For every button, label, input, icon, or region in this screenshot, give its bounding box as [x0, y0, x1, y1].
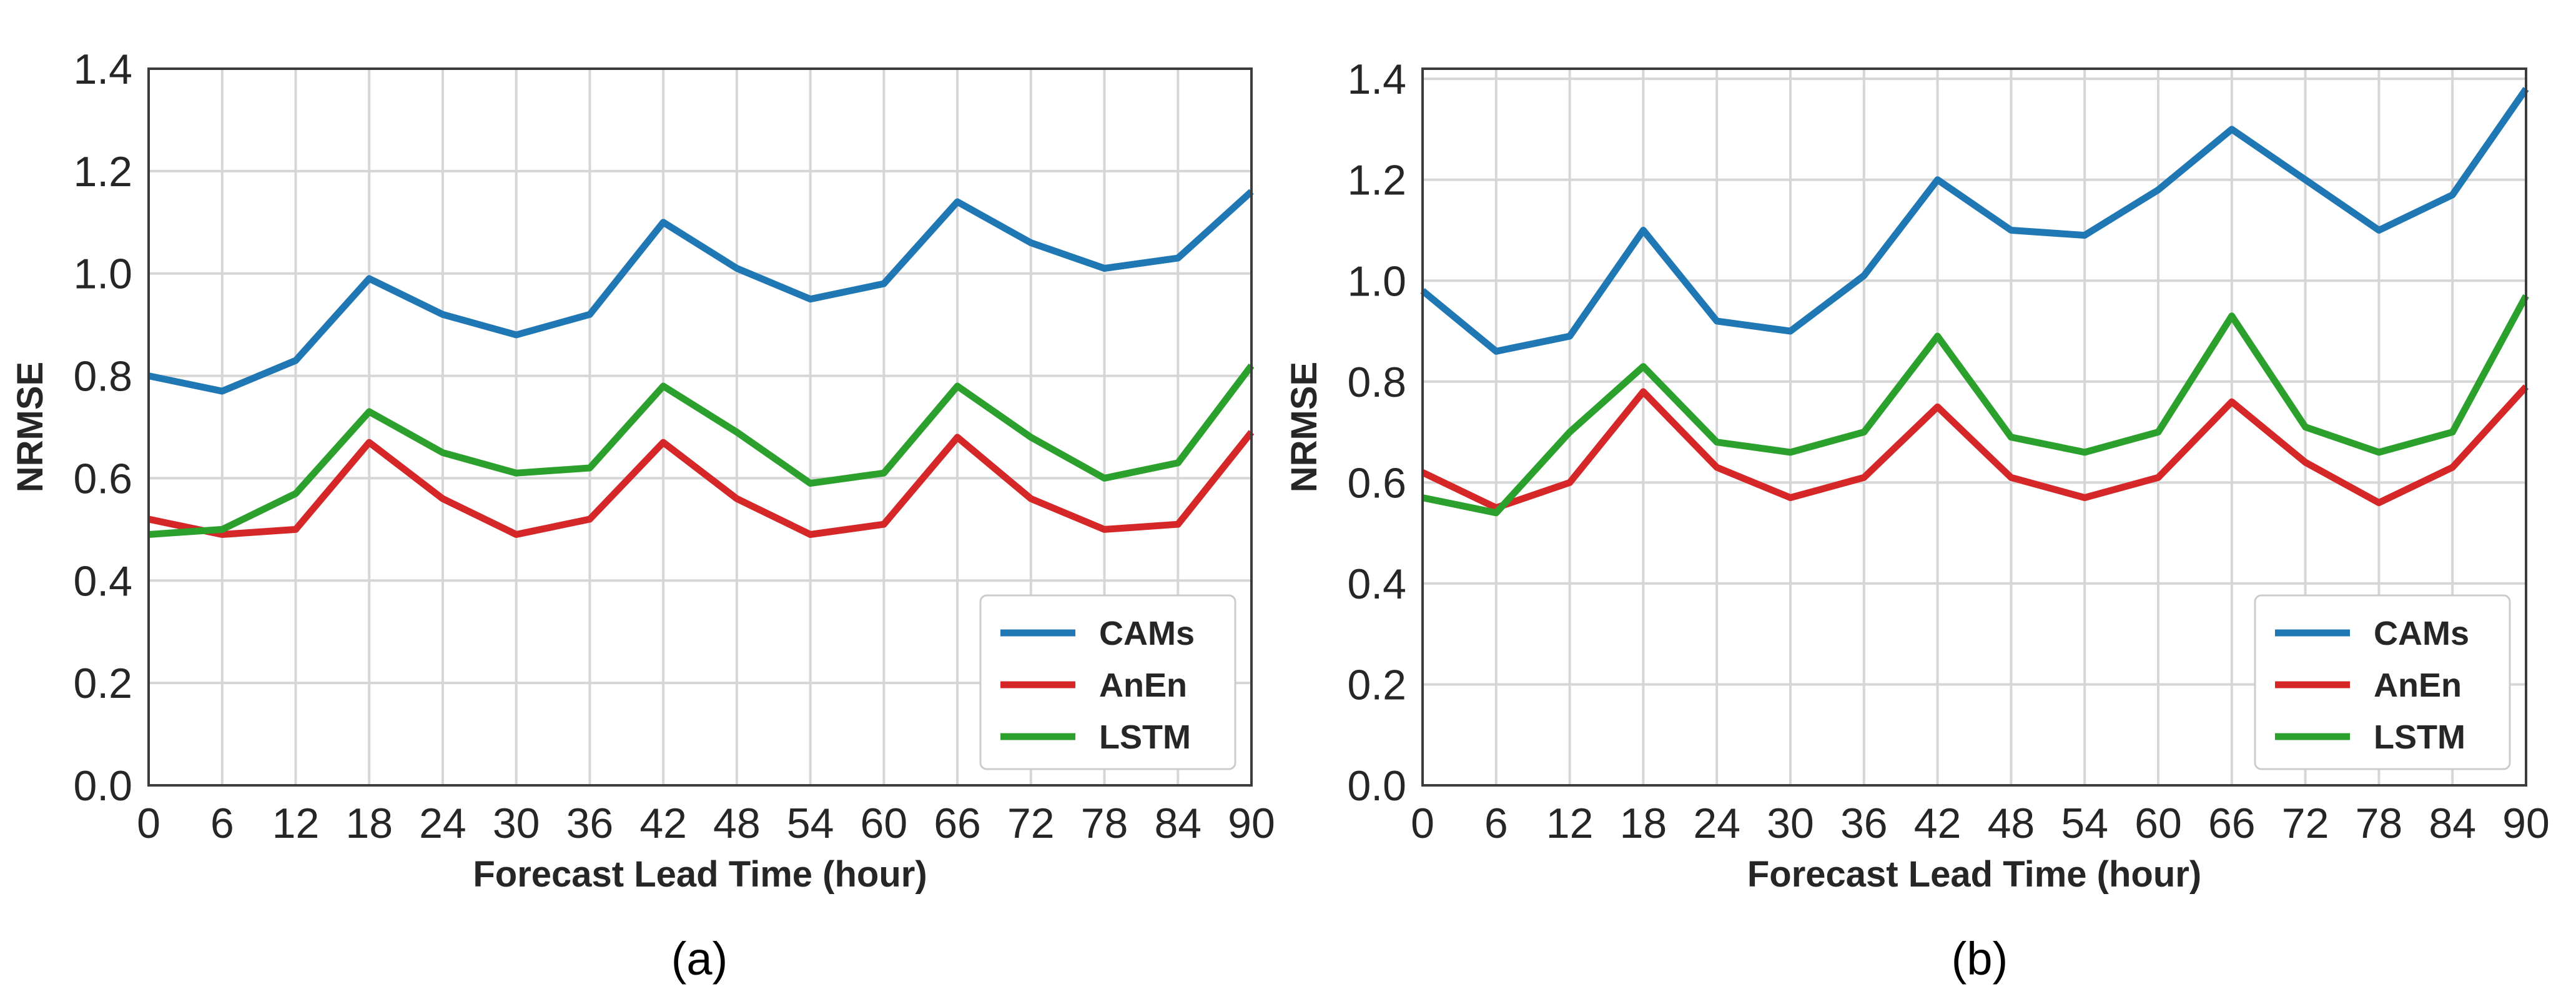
x-tick-label: 42 [1914, 800, 1962, 847]
plot-frame [147, 67, 1253, 787]
legend-label-lstm: LSTM [2374, 718, 2465, 756]
y-tick-label: 0.0 [1347, 762, 1406, 810]
series-line-anen [147, 430, 1255, 538]
x-tick-label: 54 [787, 800, 834, 847]
y-tick-label: 0.2 [73, 660, 132, 707]
x-tick-label: 78 [1081, 800, 1128, 847]
x-tick-label: 36 [566, 800, 614, 847]
x-tick-label: 60 [2134, 800, 2182, 847]
x-tick-label: 24 [1693, 800, 1740, 847]
y-tick-label: 0.6 [73, 455, 132, 502]
series-line-cams [1420, 87, 2529, 355]
series-line-lstm [1421, 294, 2529, 517]
legend-label-cams: CAMs [1099, 615, 1195, 652]
legend-label-lstm: LSTM [1099, 718, 1191, 756]
x-tick-label: 60 [861, 800, 908, 847]
x-tick-label: 66 [934, 800, 981, 847]
y-axis-label: NRMSE [10, 362, 51, 492]
y-tick-label: 0.8 [73, 353, 132, 400]
x-tick-label: 72 [2282, 800, 2329, 847]
y-tick-label: 1.0 [73, 251, 132, 298]
x-tick-label: 42 [639, 800, 687, 847]
x-tick-label: 18 [345, 800, 393, 847]
y-tick-label: 0.4 [73, 557, 132, 605]
x-tick-label: 48 [713, 800, 761, 847]
y-tick-label: 0.6 [1347, 459, 1406, 507]
x-tick-label: 84 [2429, 800, 2476, 847]
x-tick-label: 6 [1484, 800, 1508, 847]
y-tick-label: 0.8 [1347, 359, 1406, 406]
chart-panel-0: 0.0 0.2 0.4 0.6 0.8 1.0 1.2 1.4 0 6 12 18 24 30 36 42 48… [10, 46, 1275, 985]
x-tick-label: 90 [1228, 800, 1275, 847]
x-tick-label: 72 [1007, 800, 1055, 847]
x-tick-label: 84 [1154, 800, 1202, 847]
legend-label-anen: AnEn [2374, 667, 2462, 704]
panel-caption: (a) [671, 933, 728, 985]
chart-panel-1: 0.0 0.2 0.4 0.6 0.8 1.0 1.2 1.4 0 6 12 18 24 30 36 42 48… [1284, 56, 2550, 985]
x-tick-label: 78 [2356, 800, 2403, 847]
x-tick-label: 12 [1546, 800, 1594, 847]
x-tick-label: 30 [493, 800, 540, 847]
y-tick-label: 0.2 [1347, 661, 1406, 708]
x-tick-label: 66 [2208, 800, 2256, 847]
x-tick-label: 6 [210, 800, 234, 847]
x-tick-label: 36 [1840, 800, 1888, 847]
x-axis-label: Forecast Lead Time (hour) [1747, 854, 2201, 895]
x-tick-label: 90 [2502, 800, 2550, 847]
y-tick-label: 1.2 [1347, 157, 1406, 204]
x-tick-label: 18 [1620, 800, 1667, 847]
legend-box [2254, 594, 2511, 770]
x-tick-label: 12 [272, 800, 320, 847]
x-tick-label: 0 [1411, 800, 1434, 847]
x-tick-label: 0 [137, 800, 160, 847]
x-axis-label: Forecast Lead Time (hour) [473, 854, 927, 895]
y-axis-label: NRMSE [1284, 362, 1325, 492]
y-tick-label: 0.4 [1347, 560, 1406, 608]
series-line-anen [1421, 384, 2529, 512]
y-tick-label: 0.0 [73, 762, 132, 810]
x-tick-label: 54 [2061, 800, 2108, 847]
y-tick-label: 1.4 [73, 46, 132, 93]
series-line-cams [147, 189, 1254, 395]
legend: CAMs AnEn LSTM [2254, 594, 2511, 770]
x-tick-label: 30 [1767, 800, 1814, 847]
x-tick-label: 48 [1988, 800, 2035, 847]
legend-box [979, 594, 1236, 770]
plot-frame [1421, 67, 2527, 787]
legend-label-cams: CAMs [2374, 615, 2469, 652]
series-line-lstm [148, 363, 1255, 538]
panel-caption: (b) [1952, 933, 2008, 985]
x-tick-label: 24 [419, 800, 466, 847]
y-tick-label: 1.0 [1347, 257, 1406, 305]
legend: CAMs AnEn LSTM [979, 594, 1236, 770]
y-tick-label: 1.2 [73, 148, 132, 196]
y-tick-label: 1.4 [1347, 56, 1406, 103]
legend-label-anen: AnEn [1099, 667, 1187, 704]
